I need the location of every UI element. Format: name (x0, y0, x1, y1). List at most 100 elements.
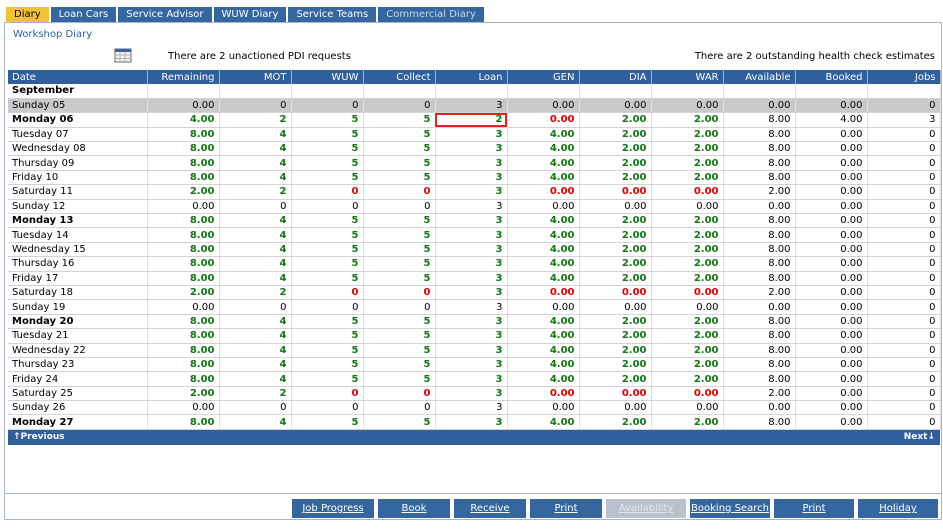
cell-remaining[interactable]: 8.00 (147, 141, 220, 157)
cell-gen[interactable]: 4.00 (507, 371, 580, 387)
cell-dia[interactable]: 2.00 (579, 256, 652, 272)
cell-war[interactable]: 2.00 (651, 127, 724, 143)
date-cell[interactable]: Thursday 23 (8, 357, 148, 373)
cell-remaining[interactable]: 8.00 (147, 227, 220, 243)
cell-collect[interactable]: 0 (363, 400, 436, 416)
cell-wuw[interactable]: 5 (291, 170, 364, 186)
cell-loan[interactable]: 3 (435, 141, 508, 157)
cell-war[interactable]: 2.00 (651, 141, 724, 157)
health-check-message[interactable]: There are 2 outstanding health check est… (694, 51, 935, 62)
cell-gen[interactable]: 4.00 (507, 314, 580, 330)
cell-collect[interactable]: 0 (363, 184, 436, 200)
cell-booked[interactable]: 0.00 (795, 414, 868, 430)
date-cell[interactable]: Saturday 18 (8, 285, 148, 301)
cell-dia[interactable]: 2.00 (579, 141, 652, 157)
cell-mot[interactable]: 4 (219, 271, 292, 286)
cell-available[interactable]: 8.00 (723, 271, 796, 286)
cell-mot[interactable]: 2 (219, 112, 292, 128)
cell-wuw[interactable]: 5 (291, 314, 364, 330)
column-header-loan[interactable]: Loan (435, 70, 508, 84)
date-cell[interactable]: Monday 27 (8, 414, 148, 430)
cell-available[interactable]: 8.00 (723, 141, 796, 157)
date-cell[interactable]: Thursday 09 (8, 155, 148, 171)
cell-loan[interactable]: 3 (435, 414, 508, 430)
cell-remaining[interactable]: 8.00 (147, 271, 220, 286)
cell-wuw[interactable]: 0 (291, 199, 364, 215)
date-cell[interactable]: Monday 20 (8, 314, 148, 330)
cell-jobs[interactable]: 0 (867, 285, 941, 301)
calendar-icon[interactable] (113, 47, 133, 63)
cell-booked[interactable]: 0.00 (795, 184, 868, 200)
table-row[interactable]: Sunday 05 0.00 0 0 0 3 0.00 0.00 0.00 0.00 0.00 0 (8, 98, 941, 114)
cell-loan[interactable]: 3 (435, 386, 508, 402)
cell-jobs[interactable]: 0 (867, 227, 941, 243)
cell-jobs[interactable]: 0 (867, 343, 941, 358)
cell-wuw[interactable]: 5 (291, 127, 364, 143)
cell-remaining[interactable]: 8.00 (147, 170, 220, 186)
cell-available[interactable]: 8.00 (723, 357, 796, 373)
cell-jobs[interactable]: 0 (867, 400, 941, 416)
cell-mot[interactable]: 0 (219, 98, 292, 114)
previous-link[interactable]: ↑Previous (13, 432, 65, 443)
cell-dia[interactable]: 2.00 (579, 314, 652, 330)
tab-wuw-diary[interactable]: WUW Diary (213, 7, 287, 22)
cell-booked[interactable]: 0.00 (795, 242, 868, 258)
cell-mot[interactable]: 4 (219, 343, 292, 358)
date-cell[interactable]: Friday 24 (8, 371, 148, 387)
cell-war[interactable]: 2.00 (651, 314, 724, 330)
cell-remaining[interactable]: 0.00 (147, 199, 220, 215)
cell-wuw[interactable]: 5 (291, 328, 364, 344)
table-row[interactable]: Saturday 25 2.00 2 0 0 3 0.00 0.00 0.00 2.00 0.00 0 (8, 386, 941, 402)
cell-loan[interactable]: 3 (435, 285, 508, 301)
cell-remaining[interactable]: 8.00 (147, 328, 220, 344)
cell-available[interactable]: 8.00 (723, 256, 796, 272)
cell-loan[interactable]: 2 (435, 112, 508, 128)
job-progress-button[interactable]: Job Progress (292, 499, 374, 518)
cell-gen[interactable]: 0.00 (507, 184, 580, 200)
tab-commercial-diary[interactable]: Commercial Diary (378, 7, 484, 22)
cell-remaining[interactable]: 2.00 (147, 184, 220, 200)
holiday-button[interactable]: Holiday (858, 499, 938, 518)
cell-wuw[interactable]: 5 (291, 357, 364, 373)
cell-gen[interactable]: 4.00 (507, 127, 580, 143)
cell-gen[interactable]: 4.00 (507, 328, 580, 344)
cell-war[interactable]: 2.00 (651, 343, 724, 358)
cell-available[interactable]: 8.00 (723, 227, 796, 243)
cell-collect[interactable]: 5 (363, 141, 436, 157)
cell-collect[interactable]: 5 (363, 271, 436, 286)
cell-booked[interactable]: 0.00 (795, 328, 868, 344)
cell-wuw[interactable]: 0 (291, 285, 364, 301)
book-button[interactable]: Book (378, 499, 450, 518)
cell-mot[interactable]: 4 (219, 155, 292, 171)
table-row[interactable]: Friday 24 8.00 4 5 5 3 4.00 2.00 2.00 8.00 0.00 0 (8, 371, 941, 387)
cell-dia[interactable]: 0.00 (579, 285, 652, 301)
table-row[interactable]: Wednesday 22 8.00 4 5 5 3 4.00 2.00 2.00 8.00 0.00… (8, 343, 941, 358)
cell-collect[interactable]: 5 (363, 155, 436, 171)
cell-booked[interactable]: 0.00 (795, 199, 868, 215)
cell-available[interactable]: 2.00 (723, 184, 796, 200)
tab-diary[interactable]: Diary (6, 7, 49, 22)
cell-wuw[interactable]: 5 (291, 213, 364, 229)
date-cell[interactable]: Saturday 25 (8, 386, 148, 402)
cell-mot[interactable]: 4 (219, 314, 292, 330)
cell-mot[interactable]: 4 (219, 227, 292, 243)
cell-jobs[interactable]: 0 (867, 371, 941, 387)
cell-war[interactable]: 2.00 (651, 271, 724, 286)
table-row[interactable]: Monday 13 8.00 4 5 5 3 4.00 2.00 2.00 8.00 0.00 0 (8, 213, 941, 229)
cell-dia[interactable]: 2.00 (579, 328, 652, 344)
cell-mot[interactable]: 4 (219, 170, 292, 186)
cell-loan[interactable]: 3 (435, 400, 508, 416)
cell-dia[interactable]: 0.00 (579, 400, 652, 416)
column-header-jobs[interactable]: Jobs (867, 70, 941, 84)
cell-gen[interactable]: 0.00 (507, 400, 580, 416)
cell-available[interactable]: 8.00 (723, 213, 796, 229)
cell-dia[interactable]: 0.00 (579, 386, 652, 402)
cell-available[interactable]: 2.00 (723, 386, 796, 402)
cell-loan[interactable]: 3 (435, 98, 508, 114)
cell-mot[interactable]: 4 (219, 414, 292, 430)
cell-remaining[interactable]: 8.00 (147, 155, 220, 171)
cell-gen[interactable]: 0.00 (507, 112, 580, 128)
booking-search-button[interactable]: Booking Search (690, 499, 770, 518)
cell-jobs[interactable]: 0 (867, 414, 941, 430)
next-link[interactable]: Next↓ (903, 432, 935, 443)
